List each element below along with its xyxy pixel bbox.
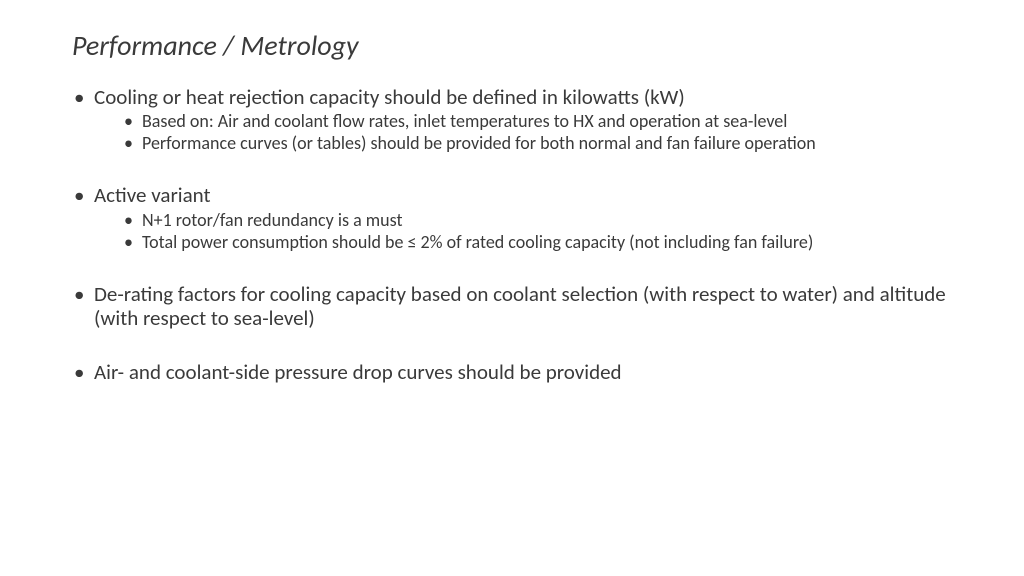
bullet-text: Cooling or heat rejection capacity shoul… (94, 84, 685, 110)
spacer (72, 157, 952, 183)
sub-bullet-text: Performance curves (or tables) should be… (142, 132, 816, 154)
bullet-item: Cooling or heat rejection capacity shoul… (72, 85, 952, 153)
bullet-item: De-rating factors for cooling capacity b… (72, 282, 952, 330)
bullet-item: Active variant N+1 rotor/fan redundancy … (72, 183, 952, 251)
sub-bullet-list: Based on: Air and coolant flow rates, in… (94, 111, 952, 153)
spacer (72, 334, 952, 360)
sub-bullet-item: Based on: Air and coolant flow rates, in… (124, 111, 952, 131)
sub-bullet-item: N+1 rotor/fan redundancy is a must (124, 210, 952, 230)
slide-title: Performance / Metrology (72, 28, 952, 63)
bullet-text: De-rating factors for cooling capacity b… (94, 281, 946, 331)
sub-bullet-item: Performance curves (or tables) should be… (124, 133, 952, 153)
sub-bullet-text: N+1 rotor/fan redundancy is a must (142, 209, 402, 231)
sub-bullet-text: Based on: Air and coolant flow rates, in… (142, 110, 787, 132)
spacer (72, 256, 952, 282)
bullet-text: Air- and coolant-side pressure drop curv… (94, 359, 622, 385)
bullet-item: Air- and coolant-side pressure drop curv… (72, 360, 952, 384)
sub-bullet-item: Total power consumption should be ≤ 2% o… (124, 232, 952, 252)
slide-container: Performance / Metrology Cooling or heat … (0, 0, 1024, 576)
bullet-text: Active variant (94, 182, 211, 208)
sub-bullet-list: N+1 rotor/fan redundancy is a must Total… (94, 210, 952, 252)
sub-bullet-text: Total power consumption should be ≤ 2% o… (142, 231, 813, 253)
bullet-list: Cooling or heat rejection capacity shoul… (72, 85, 952, 384)
